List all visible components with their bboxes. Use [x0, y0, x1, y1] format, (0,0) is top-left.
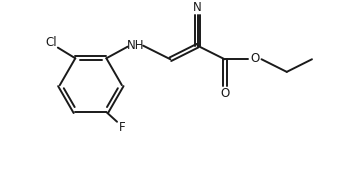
Text: F: F: [119, 121, 125, 134]
Text: Cl: Cl: [45, 36, 57, 49]
Text: NH: NH: [127, 39, 144, 52]
Text: O: O: [220, 87, 229, 100]
Text: O: O: [250, 52, 260, 65]
Text: N: N: [193, 1, 202, 14]
